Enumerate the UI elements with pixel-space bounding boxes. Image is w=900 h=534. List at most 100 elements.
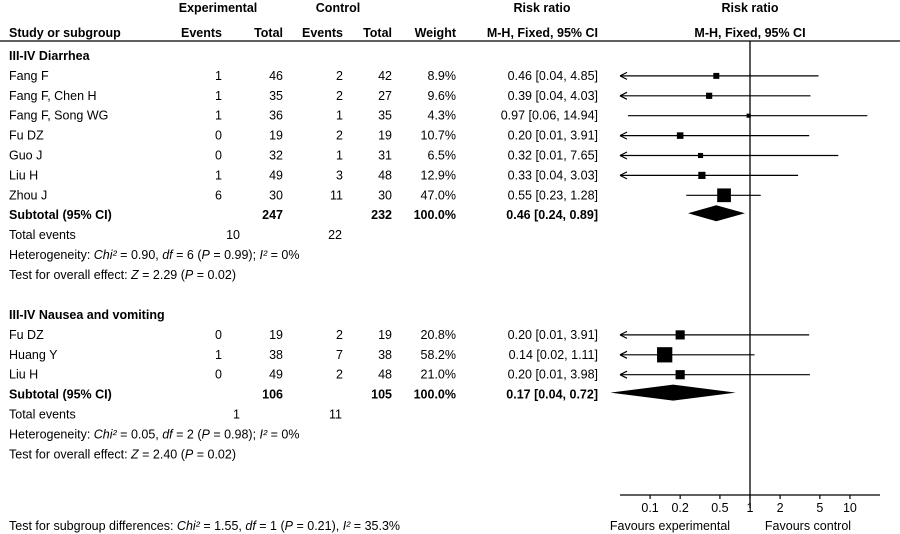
group-experimental-header: Experimental [179, 1, 258, 15]
exp-total: 19 [269, 328, 283, 342]
x-tick-label: 5 [816, 501, 823, 515]
point-estimate [657, 347, 673, 363]
table-rows: III-IV Diarrhea Fang F 1 46 2 42 8.9% 0.46 [0.0… [9, 49, 598, 461]
ctl-total: 38 [378, 348, 392, 362]
plot-method-header: M-H, Fixed, 95% CI [694, 26, 805, 40]
favours-experimental-label: Favours experimental [610, 519, 730, 533]
point-estimate [676, 132, 684, 139]
ci-arrow-left [619, 131, 628, 140]
study-name: Fang F, Song WG [9, 109, 108, 123]
exp-total: 46 [269, 69, 283, 83]
point-estimate [675, 330, 685, 340]
ctl-events: 2 [336, 368, 343, 382]
rr-title-header: Risk ratio [514, 1, 571, 15]
total-events-exp: 1 [233, 408, 240, 422]
subtotal-exp-total: 106 [262, 388, 283, 402]
ctl-total: 42 [378, 69, 392, 83]
study-weight: 21.0% [421, 368, 456, 382]
study-weight: 58.2% [421, 348, 456, 362]
ctl-events: 1 [336, 149, 343, 163]
study-name: Fu DZ [9, 328, 44, 342]
exp-total-header: Total [254, 26, 283, 40]
exp-total: 35 [269, 89, 283, 103]
subtotal-weight: 100.0% [414, 388, 456, 402]
study-weight: 20.8% [421, 328, 456, 342]
study-weight: 47.0% [421, 188, 456, 202]
study-weight: 9.6% [428, 89, 457, 103]
study-ci-text: 0.39 [0.04, 4.03] [508, 89, 598, 103]
subtotal-weight: 100.0% [414, 208, 456, 222]
ci-arrow-left [619, 91, 628, 100]
exp-events: 0 [215, 149, 222, 163]
overall-effect-text: Test for overall effect: Z = 2.40 (P = 0… [9, 447, 236, 461]
exp-total: 38 [269, 348, 283, 362]
study-weight: 6.5% [428, 149, 457, 163]
x-tick-label: 0.5 [711, 501, 728, 515]
ctl-total: 48 [378, 168, 392, 182]
study-ci-text: 0.32 [0.01, 7.65] [508, 149, 598, 163]
x-tick-label: 0.1 [641, 501, 658, 515]
study-ci-text: 0.20 [0.01, 3.98] [508, 368, 598, 382]
ci-arrow-left [619, 151, 628, 160]
ci-arrow-left [619, 330, 628, 339]
total-events-label: Total events [9, 408, 76, 422]
ci-arrow-left [619, 350, 628, 359]
heterogeneity-text: Heterogeneity: Chi² = 0.90, df = 6 (P = … [9, 248, 300, 262]
ctl-total: 27 [378, 89, 392, 103]
ctl-total: 19 [378, 129, 392, 143]
exp-events: 1 [215, 348, 222, 362]
study-name: Huang Y [9, 348, 58, 362]
point-estimate [698, 152, 704, 159]
study-ci-text: 0.55 [0.23, 1.28] [508, 188, 598, 202]
exp-events: 1 [215, 69, 222, 83]
study-name: Zhou J [9, 188, 47, 202]
ctl-events: 7 [336, 348, 343, 362]
ctl-events: 2 [336, 69, 343, 83]
ctl-total: 31 [378, 149, 392, 163]
ctl-events: 1 [336, 109, 343, 123]
total-events-exp: 10 [226, 228, 240, 242]
point-estimate [698, 171, 706, 179]
ci-arrow-left [619, 171, 628, 180]
subtotal-ctl-total: 232 [371, 208, 392, 222]
x-tick-label: 0.2 [671, 501, 688, 515]
exp-events: 1 [215, 168, 222, 182]
ctl-events: 2 [336, 89, 343, 103]
subtotal-label: Subtotal (95% CI) [9, 208, 112, 222]
weight-header: Weight [415, 26, 457, 40]
study-name: Fu DZ [9, 129, 44, 143]
subtotal-ci-text: 0.17 [0.04, 0.72] [506, 388, 598, 402]
point-estimate [713, 72, 720, 79]
study-weight: 10.7% [421, 129, 456, 143]
point-estimate [675, 370, 685, 380]
study-ci-text: 0.14 [0.02, 1.11] [509, 348, 598, 362]
point-estimate [746, 113, 751, 118]
total-events-label: Total events [9, 228, 76, 242]
study-ci-text: 0.33 [0.04, 3.03] [508, 168, 598, 182]
subgroup-title: III-IV Nausea and vomiting [9, 308, 165, 322]
subgroup-title: III-IV Diarrhea [9, 49, 91, 63]
subtotal-ci-text: 0.46 [0.24, 0.89] [506, 208, 598, 222]
ctl-events: 2 [336, 129, 343, 143]
overall-effect-text: Test for overall effect: Z = 2.29 (P = 0… [9, 268, 236, 282]
total-events-ctl: 22 [328, 228, 342, 242]
study-ci-text: 0.20 [0.01, 3.91] [508, 328, 598, 342]
total-events-ctl: 11 [329, 408, 342, 422]
ctl-events: 2 [336, 328, 343, 342]
exp-events: 0 [215, 129, 222, 143]
exp-total: 32 [269, 149, 283, 163]
exp-events-header: Events [181, 26, 222, 40]
study-weight: 8.9% [428, 69, 457, 83]
ctl-total: 35 [378, 109, 392, 123]
subtotal-diamond [688, 205, 745, 222]
subgroup-differences-test: Test for subgroup differences: Chi² = 1.… [9, 519, 400, 533]
study-weight: 12.9% [421, 168, 456, 182]
exp-events: 0 [215, 328, 222, 342]
point-estimate [717, 188, 731, 203]
ci-arrow-left [619, 370, 628, 379]
study-ci-text: 0.46 [0.04, 4.85] [508, 69, 598, 83]
column-headers: Experimental Control Risk ratio Risk rat… [9, 1, 806, 40]
ctl-total: 48 [378, 368, 392, 382]
subtotal-exp-total: 247 [262, 208, 283, 222]
